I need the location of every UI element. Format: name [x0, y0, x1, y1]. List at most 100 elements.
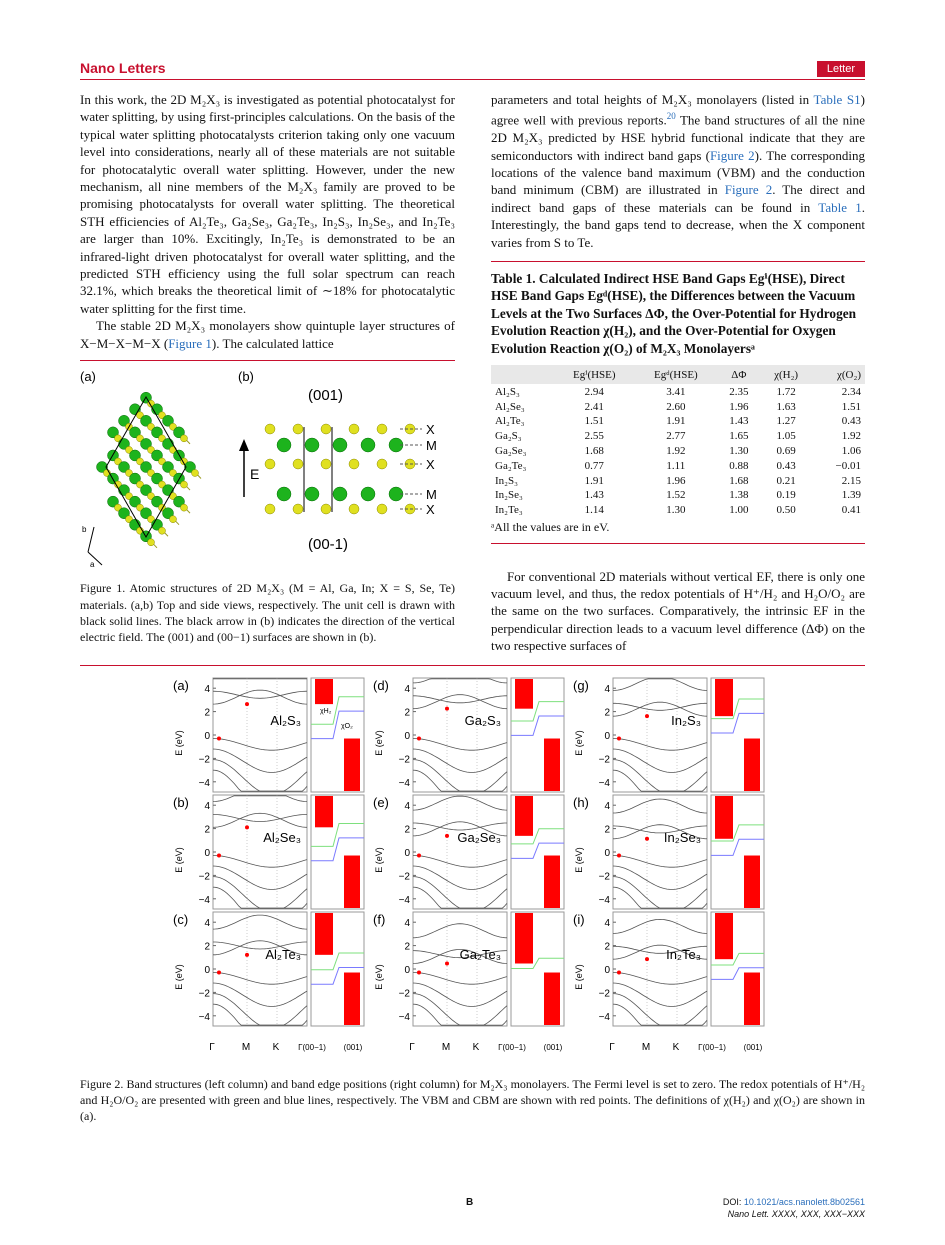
cbm-block — [715, 912, 733, 959]
material-label: Al₂S₃ — [270, 713, 301, 728]
x-atom — [376, 503, 388, 515]
o-redox-line — [511, 842, 564, 859]
y-tick: −4 — [199, 894, 211, 905]
table-cell: 1.92 — [666, 445, 686, 457]
band-line — [212, 737, 308, 751]
table-cell: 1.30 — [666, 504, 686, 517]
h-redox-line — [711, 952, 764, 966]
m-atom — [360, 486, 376, 502]
y-axis-label: E (eV) — [374, 847, 384, 873]
band-line — [612, 823, 708, 839]
paragraph: The stable 2D M₂X₃ monolayers show quint… — [80, 317, 455, 352]
band-line — [412, 948, 508, 964]
o-redox-line — [511, 715, 564, 736]
material-label: Al₂Te₃ — [265, 947, 301, 962]
y-tick: 0 — [404, 848, 410, 859]
table-cell: 1.96 — [729, 400, 749, 413]
x-atom — [158, 527, 166, 535]
y-tick: −2 — [199, 988, 211, 999]
m-atom — [118, 415, 130, 427]
band-panel: (b) 4 2 0 −2 −4 E (eV) Al₂Se₃ — [173, 794, 365, 910]
material-label: In₂Se₃ — [664, 830, 701, 845]
h-redox-line — [711, 698, 764, 719]
band-line — [612, 769, 708, 792]
panel-label: (e) — [373, 795, 389, 810]
y-tick: 2 — [204, 941, 210, 952]
band-panel: (c) 4 2 0 −2 −4 E (eV) Al₂Te₃ — [173, 911, 365, 1027]
figure-link[interactable]: Figure 1 — [168, 335, 212, 351]
m-atom — [129, 426, 141, 439]
vbm-point — [217, 853, 221, 858]
y-tick: −4 — [399, 894, 411, 905]
x-atom — [169, 515, 177, 524]
vbm-point — [417, 736, 421, 741]
axis-label: a — [90, 560, 95, 569]
table-cell: 2.60 — [666, 400, 686, 413]
y-tick: 0 — [404, 965, 410, 976]
y-tick: 4 — [204, 801, 210, 812]
band-plot-frame — [412, 677, 508, 793]
material-label: Ga₂S₃ — [465, 713, 501, 728]
column-header: χ(H₂) — [760, 365, 812, 385]
y-axis-label: E (eV) — [574, 964, 584, 990]
table-link[interactable]: Table 1 — [818, 199, 862, 215]
doi-link[interactable]: 10.1021/acs.nanolett.8b02561 — [743, 1197, 865, 1207]
band-plot-frame — [212, 677, 308, 793]
text: parameters and total heights of M₂X₃ mon… — [491, 92, 814, 107]
cbm-block — [515, 678, 533, 709]
table-caption: Table 1. Calculated Indirect HSE Band Ga… — [491, 270, 857, 356]
x-atom — [264, 458, 276, 470]
right-text: parameters and total heights of M₂X₃ mon… — [491, 91, 865, 251]
table-cell: 2.35 — [729, 385, 749, 398]
x-tick: K — [273, 1042, 280, 1053]
band-line — [613, 702, 707, 711]
table-cell: 1.96 — [666, 474, 686, 487]
paragraph: For conventional 2D materials without ve… — [491, 568, 865, 654]
axis-a — [87, 551, 103, 566]
band-line — [212, 794, 308, 802]
m-atom — [140, 484, 152, 496]
x-atom — [348, 423, 360, 435]
figure-link[interactable]: Figure 2 — [724, 182, 773, 198]
layer-label: M — [426, 438, 437, 453]
panel-label: (i) — [573, 912, 585, 927]
band-panel: (h) 4 2 0 −2 −4 E (eV) In₂Se₃ — [573, 794, 765, 910]
x-tick: (001) — [544, 1043, 563, 1052]
x-atom — [180, 480, 188, 489]
m-atom — [276, 437, 292, 453]
chi-o2-label: χO₂ — [341, 723, 353, 730]
m-atom — [140, 415, 152, 427]
x-atom — [376, 423, 388, 435]
table-link[interactable]: Table S1 — [813, 92, 861, 107]
y-tick: 0 — [604, 965, 610, 976]
y-tick: 2 — [604, 941, 610, 952]
table-cell: 0.43 — [841, 415, 861, 428]
table-cell: 3.41 — [666, 385, 686, 398]
y-tick: −2 — [599, 988, 611, 999]
table-cell: 1.72 — [776, 385, 796, 398]
y-tick: 0 — [204, 965, 210, 976]
figure-2: (a) 4 2 0 −2 −4 E (eV) Al₂S₃ χH₂ χO₂ (b) 4 2 0 −2 −4 E (… — [0, 670, 765, 1053]
table-cell: 1.65 — [729, 430, 749, 443]
y-tick: −2 — [599, 754, 611, 765]
x-tick: K — [673, 1042, 680, 1053]
band-line — [412, 677, 508, 683]
y-tick: −4 — [599, 777, 611, 788]
column-header — [491, 365, 554, 385]
band-line — [212, 748, 308, 773]
reference-link[interactable]: 20 — [666, 111, 676, 122]
page-number: B — [466, 1197, 474, 1208]
cbm-point — [445, 706, 449, 711]
band-line — [412, 769, 508, 792]
cbm-point — [245, 952, 249, 957]
table-cell: 1.68 — [729, 474, 749, 487]
figure-link[interactable]: Figure 2 — [709, 147, 755, 163]
y-tick: −2 — [399, 871, 411, 882]
table-cell: 2.77 — [666, 430, 686, 443]
x-atom — [292, 458, 304, 470]
table-cell: 1.51 — [841, 400, 861, 413]
text: ) agree well with previous reports. — [491, 92, 865, 128]
table-row: In₂S₃ 1.91 1.96 1.68 0.21 2.15 — [491, 473, 865, 488]
